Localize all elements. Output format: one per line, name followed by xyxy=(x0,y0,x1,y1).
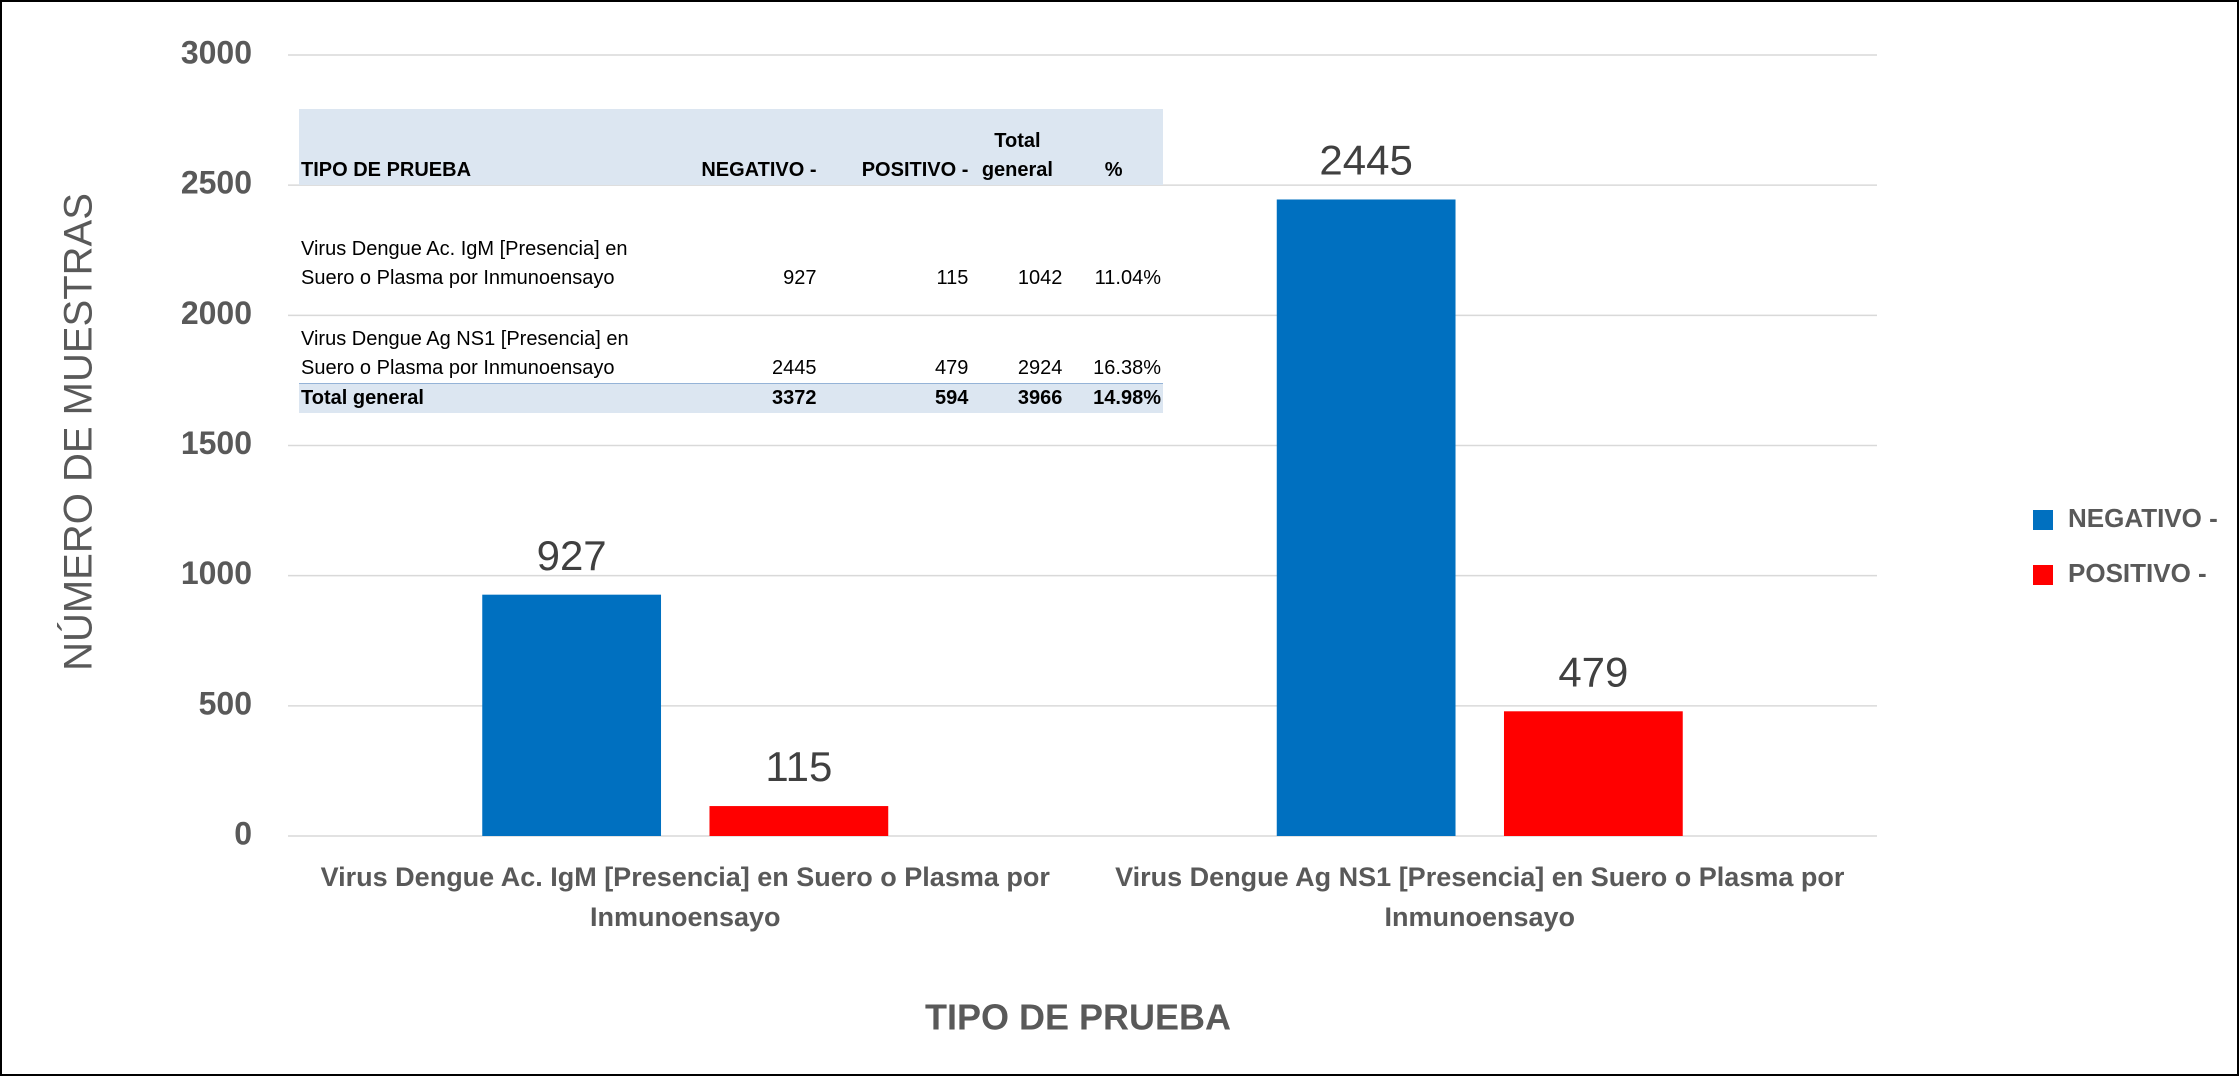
table-cell: Total general xyxy=(970,109,1065,185)
table-cell: 2445 xyxy=(772,357,817,379)
table-cell: POSITIVO - xyxy=(818,109,971,185)
table-header: TIPO DE PRUEBA NEGATIVO - POSITIVO - Total … xyxy=(299,109,1163,185)
y-tick-label: 1500 xyxy=(181,425,252,461)
table-cell: Total general xyxy=(299,383,655,413)
bar xyxy=(1503,711,1683,836)
table-cell: 14.98% xyxy=(1064,383,1163,413)
table-row: Virus Dengue Ac. IgM [Presencia] en Suer… xyxy=(299,185,1163,293)
table-cell: 594 xyxy=(818,383,971,413)
y-tick-label: 0 xyxy=(234,815,252,851)
legend-swatch xyxy=(2033,565,2053,585)
x-tick-label: Virus Dengue Ac. IgM [Presencia] en Suer… xyxy=(320,862,1050,932)
table-cell: 16.38% xyxy=(1093,357,1161,379)
bar xyxy=(1276,199,1456,837)
data-label: 479 xyxy=(1558,648,1628,695)
bar xyxy=(709,806,889,836)
table-cell: 115 xyxy=(936,267,969,289)
table-cell: 1042 xyxy=(1017,267,1063,289)
legend-label: POSITIVO - xyxy=(2068,558,2207,588)
data-label: 2445 xyxy=(1319,137,1412,184)
table-cell: Virus Dengue Ac. IgM [Presencia] en Suer… xyxy=(301,238,628,289)
table-cell: 927 xyxy=(783,267,817,289)
legend-swatch xyxy=(2033,510,2053,530)
data-label: 115 xyxy=(765,743,832,790)
table-cell: 3966 xyxy=(970,383,1065,413)
table-row: Virus Dengue Ag NS1 [Presencia] en Suero… xyxy=(299,293,1163,384)
table-total-row: Total general 3372 594 3966 14.98% xyxy=(299,383,1163,413)
table-cell: 479 xyxy=(935,357,969,379)
x-tick-label: Virus Dengue Ag NS1 [Presencia] en Suero… xyxy=(1115,862,1845,932)
table-cell: Virus Dengue Ag NS1 [Presencia] en Suero… xyxy=(301,328,629,379)
y-tick-label: 1000 xyxy=(181,555,252,591)
y-tick-label: 500 xyxy=(199,685,252,721)
y-tick-label: 2000 xyxy=(181,295,252,331)
table-cell: % xyxy=(1064,109,1163,185)
table-cell: 3372 xyxy=(655,383,819,413)
data-label: 927 xyxy=(537,532,607,579)
y-tick-label: 2500 xyxy=(181,165,252,201)
table-cell: TIPO DE PRUEBA xyxy=(299,109,655,185)
data-table: TIPO DE PRUEBA NEGATIVO - POSITIVO - Total … xyxy=(299,109,1163,413)
y-tick-label: 3000 xyxy=(181,34,252,70)
x-axis-title: TIPO DE PRUEBA xyxy=(925,997,1231,1038)
table-cell: NEGATIVO - xyxy=(655,109,819,185)
table-cell: 11.04% xyxy=(1094,267,1161,289)
legend-label: NEGATIVO - xyxy=(2068,503,2218,533)
y-axis-title: NÚMERO DE MUESTRAS xyxy=(56,193,101,671)
table-cell: 2924 xyxy=(1017,357,1063,379)
bar xyxy=(482,594,662,836)
